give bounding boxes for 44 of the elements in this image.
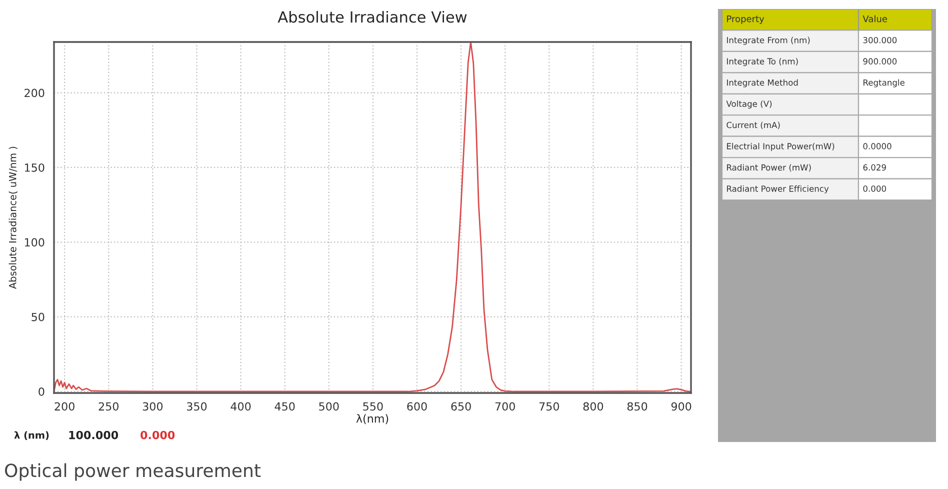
y-tick-label: 200 bbox=[24, 88, 44, 98]
x-tick-label: 800 bbox=[583, 402, 604, 411]
x-tick-label: 200 bbox=[54, 402, 74, 411]
text: 0.0000 bbox=[863, 143, 892, 150]
x-tick-label: 450 bbox=[274, 402, 295, 411]
text: 300.000 bbox=[863, 36, 897, 44]
text: Property bbox=[727, 16, 764, 24]
category-label: Electrial Input Power(mW) bbox=[727, 142, 834, 151]
line-series bbox=[54, 42, 691, 392]
y-tick-label: 50 bbox=[32, 312, 44, 322]
category-label: Integrate Method bbox=[727, 79, 798, 88]
x-tick-label: 250 bbox=[98, 402, 118, 411]
text: 6.029 bbox=[863, 164, 886, 171]
text: λ (nm) bbox=[14, 431, 49, 440]
category-label: Integrate To (nm) bbox=[727, 58, 798, 66]
text: Optical power measurement bbox=[5, 463, 261, 481]
chart-title: Absolute Irradiance View bbox=[278, 10, 467, 23]
category-label: Radiant Power (mW) bbox=[727, 164, 811, 172]
text: Regtangle bbox=[864, 79, 904, 88]
x-tick-label: 750 bbox=[539, 402, 560, 411]
category-label: Current (mA) bbox=[726, 122, 780, 130]
x-tick-label: 850 bbox=[627, 402, 648, 411]
category-label: Integrate From (nm) bbox=[727, 36, 810, 45]
text: 0.000 bbox=[863, 186, 886, 192]
category-label: Radiant Power Efficiency bbox=[727, 185, 829, 194]
x-axis-title: λ(nm) bbox=[356, 414, 388, 424]
x-tick-label: 900 bbox=[671, 402, 692, 411]
category-label: Voltage (V) bbox=[726, 100, 772, 109]
x-tick-label: 550 bbox=[363, 402, 383, 411]
y-tick-label: 100 bbox=[24, 238, 44, 247]
text: 100.000 bbox=[69, 430, 118, 440]
text: 900.000 bbox=[863, 58, 897, 64]
x-tick-label: 650 bbox=[451, 402, 471, 411]
y-tick-label: 0 bbox=[38, 387, 44, 396]
x-tick-label: 350 bbox=[186, 402, 207, 411]
text: Value bbox=[862, 15, 888, 22]
y-tick-label: 150 bbox=[24, 163, 44, 172]
x-tick-label: 400 bbox=[230, 402, 251, 411]
text: 0.000 bbox=[140, 430, 175, 440]
y-axis-title: Absolute Irradiance( uW/nm ) bbox=[8, 146, 18, 289]
x-tick-label: 600 bbox=[407, 402, 427, 411]
x-tick-label: 700 bbox=[495, 402, 515, 411]
x-tick-label: 500 bbox=[319, 402, 339, 411]
x-tick-label: 300 bbox=[142, 402, 163, 411]
